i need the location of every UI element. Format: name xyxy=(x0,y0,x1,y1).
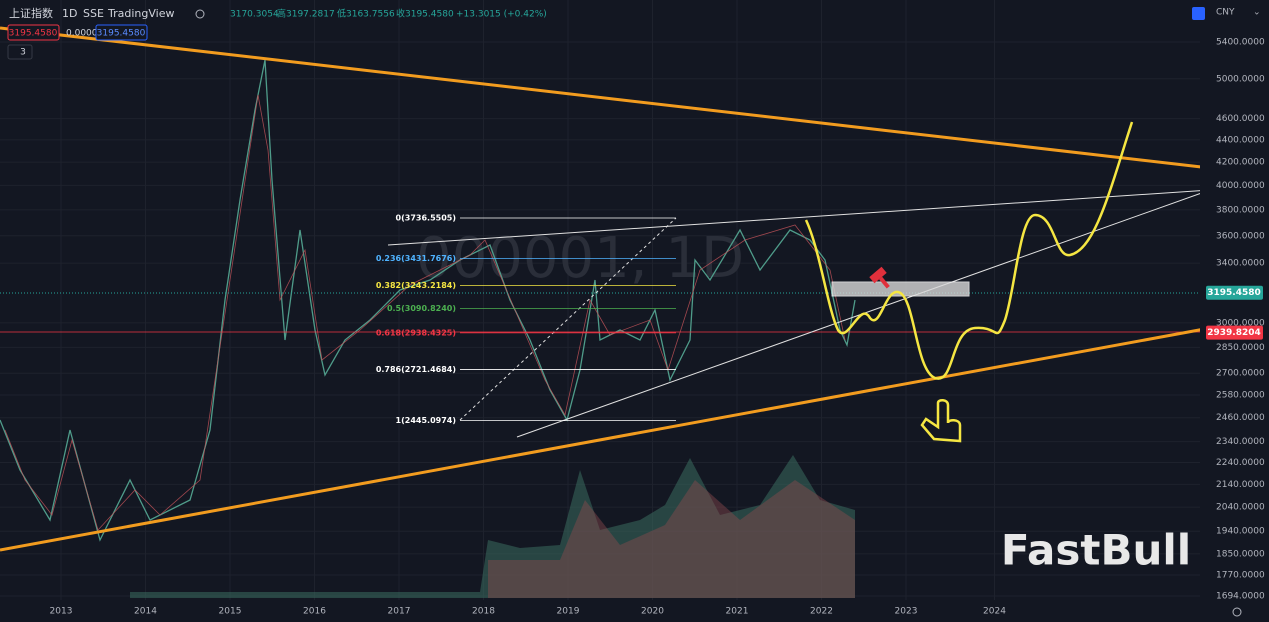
fib-label: 0.786(2721.4684) xyxy=(376,365,456,374)
price-label: 5000.0000 xyxy=(1216,74,1265,84)
symbol[interactable]: 上证指数 xyxy=(9,6,53,20)
source: TradingView xyxy=(107,7,174,20)
price-label: 4600.0000 xyxy=(1216,114,1265,124)
price-line xyxy=(0,59,856,542)
price-label: 2700.0000 xyxy=(1216,369,1265,379)
projection-curve xyxy=(804,121,1134,380)
ohlc-low: 低3163.7556 xyxy=(337,8,395,20)
gavel-icon xyxy=(869,266,890,289)
time-label: 2016 xyxy=(303,607,326,617)
interval[interactable]: 1D xyxy=(62,7,77,20)
hand-icon xyxy=(920,399,962,443)
fib-label: 0.236(3431.7676) xyxy=(376,254,456,263)
price-axis-labels: 5400.0000 5000.0000 4600.0000 4400.0000 4200… xyxy=(1206,38,1265,602)
time-label: 2014 xyxy=(134,607,157,617)
price-axis xyxy=(1200,0,1269,622)
spread: 0.0000 xyxy=(66,29,98,39)
trend-line-lower xyxy=(0,326,1211,552)
trend-line-upper xyxy=(0,26,1211,170)
currency-icon[interactable] xyxy=(1192,7,1205,20)
time-label: 2015 xyxy=(219,607,242,617)
exchange: SSE xyxy=(83,7,104,20)
fib-retracement: 0(3736.5505) 0.236(3431.7676) 0.382(3243.2… xyxy=(376,213,676,425)
price-label: 3600.0000 xyxy=(1216,231,1265,241)
price-label: 1850.0000 xyxy=(1216,549,1265,559)
level-price-tag: 2939.8204 xyxy=(1207,328,1261,338)
last-price-tag-bg xyxy=(1206,285,1263,300)
ohlc-close: 收3195.4580 xyxy=(396,8,454,20)
price-label: 2140.0000 xyxy=(1216,480,1265,490)
time-label: 2019 xyxy=(557,607,580,617)
volume-area-red xyxy=(488,480,855,598)
time-label: 2017 xyxy=(388,607,411,617)
price-label: 2460.0000 xyxy=(1216,413,1265,423)
price-label: 4400.0000 xyxy=(1216,135,1265,145)
ohlc-change: +13.3015 (+0.42%) xyxy=(456,10,547,20)
sell-price: 3195.4580 xyxy=(9,29,58,39)
time-label: 2013 xyxy=(50,607,73,617)
time-label: 2021 xyxy=(726,607,749,617)
brand-watermark: FastBull xyxy=(1001,526,1191,575)
axis-menu[interactable]: ⌄ xyxy=(1253,8,1261,18)
fib-label: 0.618(2938.4325) xyxy=(376,328,456,337)
price-label: 2850.0000 xyxy=(1216,343,1265,353)
fib-label: 0.382(3243.2184) xyxy=(376,281,456,290)
level-price-tag-bg xyxy=(1206,325,1263,340)
price-label: 1940.0000 xyxy=(1216,527,1265,537)
highlight-box xyxy=(831,281,970,297)
time-label: 2024 xyxy=(983,607,1006,617)
currency: CNY xyxy=(1216,8,1235,18)
settings-icon[interactable] xyxy=(1232,607,1242,617)
price-line-red xyxy=(4,94,846,531)
price-label: 1694.0000 xyxy=(1216,592,1265,602)
buy-price: 3195.4580 xyxy=(97,29,146,39)
price-label: 1770.0000 xyxy=(1216,571,1265,581)
fib-label: 0(3736.5505) xyxy=(396,213,456,222)
sell-tag[interactable] xyxy=(7,24,60,41)
price-label: 2340.0000 xyxy=(1216,437,1265,447)
fib-label: 1(2445.0974) xyxy=(396,416,456,425)
time-label: 2023 xyxy=(895,607,918,617)
last-price-tag: 3195.4580 xyxy=(1207,288,1261,298)
indicator-count: 3 xyxy=(20,48,26,58)
channel-upper xyxy=(387,189,1211,246)
time-axis: 2013 2014 2015 2016 2017 2018 2019 2020 2021 2022… xyxy=(50,607,1007,617)
ohlc-high: 高3197.2817 xyxy=(277,8,335,20)
time-label: 2020 xyxy=(641,607,664,617)
time-label: 2022 xyxy=(810,607,833,617)
fib-label: 0.5(3090.8240) xyxy=(387,304,456,313)
price-label: 3800.0000 xyxy=(1216,205,1265,215)
fib-diagonal xyxy=(459,217,677,421)
price-label: 4000.0000 xyxy=(1216,181,1265,191)
price-label: 3000.0000 xyxy=(1216,318,1265,328)
indicator-toggle[interactable] xyxy=(7,44,33,60)
price-label: 4200.0000 xyxy=(1216,158,1265,168)
price-label: 2580.0000 xyxy=(1216,390,1265,400)
price-label: 2040.0000 xyxy=(1216,503,1265,513)
time-label: 2018 xyxy=(472,607,495,617)
ohlc-open: 3170.3054 xyxy=(230,10,279,20)
price-label: 5400.0000 xyxy=(1216,38,1265,48)
volume-area xyxy=(130,455,855,598)
buy-tag[interactable] xyxy=(95,24,148,41)
visibility-icon[interactable] xyxy=(195,9,205,19)
price-label: 3400.0000 xyxy=(1216,259,1265,269)
price-label: 2240.0000 xyxy=(1216,458,1265,468)
